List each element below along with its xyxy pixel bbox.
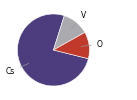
Wedge shape <box>53 16 85 50</box>
Text: O: O <box>81 40 103 49</box>
Text: V: V <box>71 12 86 28</box>
Wedge shape <box>17 14 88 86</box>
Wedge shape <box>53 32 89 59</box>
Text: Cs: Cs <box>6 63 29 76</box>
